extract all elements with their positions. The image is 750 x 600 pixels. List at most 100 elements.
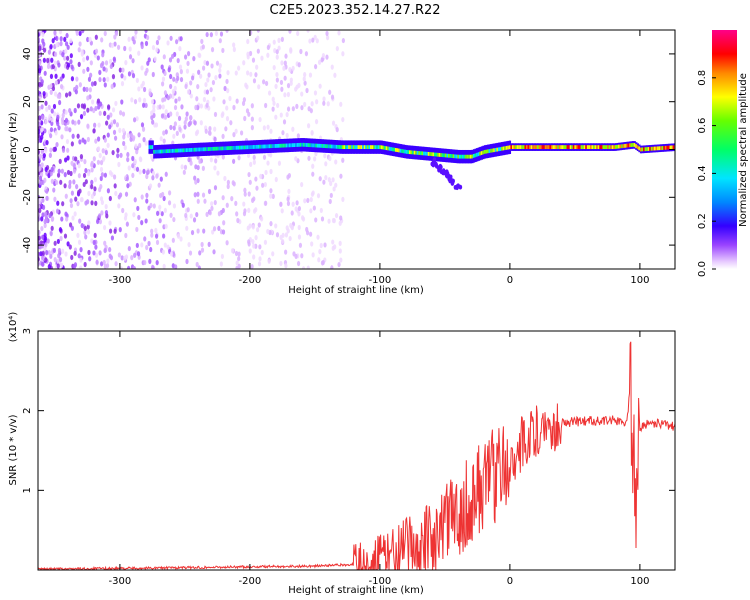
spectrogram-noise-cell bbox=[94, 200, 98, 206]
spectrogram-noise-cell bbox=[87, 76, 92, 82]
spectrogram-noise-cell bbox=[101, 60, 105, 67]
spectrogram-ridge-cell bbox=[644, 147, 647, 152]
spectrogram-ridge-cell bbox=[558, 145, 561, 150]
spectrogram-noise-cell bbox=[131, 73, 136, 79]
spectrogram-noise-cell bbox=[175, 39, 179, 45]
spectrogram-noise-cell bbox=[106, 142, 110, 148]
spectrogram-y-axis-label: Frequency (Hz) bbox=[8, 112, 19, 188]
spectrogram-noise-cell bbox=[213, 111, 218, 118]
spectrogram-noise-cell bbox=[210, 47, 215, 53]
spectrogram-ridge-cell bbox=[650, 146, 654, 151]
spectrogram-ridge-cell bbox=[544, 145, 547, 150]
spectrogram-noise-cell bbox=[56, 238, 60, 245]
spectrogram-noise-cell bbox=[49, 253, 53, 259]
spectrogram-noise-cell bbox=[196, 191, 200, 197]
spectrogram-noise-cell bbox=[198, 250, 202, 256]
spectrogram-ridge-cell bbox=[368, 145, 371, 150]
spectrogram-noise-cell bbox=[76, 103, 81, 109]
spectrogram-noise-cell bbox=[112, 129, 117, 135]
spectrogram-noise-cell bbox=[182, 169, 186, 175]
spectrogram-noise-cell bbox=[341, 37, 345, 44]
spectrogram-ridge-cell bbox=[231, 146, 234, 150]
spectrogram-noise-cell bbox=[110, 235, 115, 241]
spectrogram-noise-cell bbox=[232, 181, 236, 187]
spectrogram-noise-cell bbox=[314, 151, 318, 157]
spectrogram-ridge-cell bbox=[477, 152, 480, 157]
spectrogram-noise-cell bbox=[40, 134, 44, 140]
spectrogram-ridge-cell bbox=[610, 145, 613, 150]
spectrogram-noise-cell bbox=[175, 111, 179, 117]
spectrogram-noise-cell bbox=[271, 106, 275, 112]
spectrogram-noise-cell bbox=[96, 136, 101, 142]
spectrogram-ridge-cell bbox=[179, 148, 182, 153]
spectrogram-noise-cell bbox=[41, 234, 45, 240]
spectrogram-noise-cell bbox=[79, 257, 83, 263]
spectrogram-ridge-cell bbox=[313, 143, 317, 148]
spectrogram-noise-cell bbox=[131, 172, 135, 179]
spectrogram-ridge-cell bbox=[494, 147, 498, 152]
spectrogram-noise-cell bbox=[192, 217, 197, 223]
spectrogram-noise-cell bbox=[163, 242, 167, 248]
spectrogram-noise-cell bbox=[67, 62, 71, 68]
spectrogram-noise-cell bbox=[187, 241, 191, 248]
spectrogram-noise-cell bbox=[86, 123, 90, 129]
snr-panel: -300 -200 -100 0 100 1 2 3 Height of straight l… bbox=[8, 312, 676, 596]
colorbar-tick-label: 0.0 bbox=[697, 261, 708, 277]
spectrogram-ridge-cell bbox=[168, 149, 171, 153]
spectrogram-noise-cell bbox=[186, 89, 191, 95]
spectrogram-ridge-cell bbox=[522, 145, 526, 150]
spectrogram-ridge-cell bbox=[243, 145, 246, 150]
spectrogram-noise-cell bbox=[108, 253, 112, 259]
spectrogram-noise-cell bbox=[117, 252, 121, 258]
spectrogram-noise-cell bbox=[41, 212, 45, 218]
spectrogram-noise-cell bbox=[166, 40, 170, 46]
spectrogram-noise-cell bbox=[154, 233, 159, 239]
spectrogram-noise-cell bbox=[221, 154, 225, 160]
spectrogram-noise-cell bbox=[56, 172, 61, 178]
spectrogram-noise-cell bbox=[47, 104, 51, 110]
spectrogram-noise-cell bbox=[316, 234, 320, 240]
spectrogram-ridge-cell bbox=[370, 145, 373, 150]
spectrogram-ridge-cell bbox=[541, 145, 544, 150]
spectrogram-ridge-cell bbox=[224, 146, 228, 151]
spectrogram-noise-cell bbox=[56, 200, 60, 206]
spectrogram-ridge-cell bbox=[293, 143, 296, 148]
spectrogram-noise-cell bbox=[108, 58, 113, 65]
snr-frame bbox=[37, 330, 676, 571]
spectrogram-noise-cell bbox=[294, 156, 298, 162]
spectrogram-noise-cell bbox=[194, 104, 198, 111]
spectrogram-noise-cell bbox=[76, 133, 80, 139]
spectrogram-noise-cell bbox=[152, 104, 156, 110]
spectrogram-ridge-cell bbox=[379, 145, 382, 150]
spectrogram-noise-cell bbox=[235, 260, 239, 266]
spectrogram-noise-cell bbox=[135, 226, 139, 233]
spectrogram-ridge-cell bbox=[462, 154, 465, 159]
spectrogram-ridge-cell bbox=[524, 145, 527, 150]
spectrogram-noise-cell bbox=[264, 169, 268, 176]
spectrogram-noise-cell bbox=[83, 225, 87, 232]
spectrogram-noise-cell bbox=[185, 111, 189, 117]
spectrogram-ridge-cell bbox=[235, 145, 239, 150]
spectrogram-noise-cell bbox=[269, 188, 273, 194]
spectrogram-ridge-cell bbox=[622, 144, 625, 148]
spectrogram-noise-cell bbox=[103, 82, 107, 88]
spectrogram-noise-cell bbox=[52, 187, 56, 193]
spectrogram-ridge-cell bbox=[413, 150, 416, 155]
spectrogram-noise-cell bbox=[150, 110, 154, 116]
colorbar-gradient bbox=[712, 30, 737, 269]
spectrogram-noise-cell bbox=[247, 239, 251, 245]
spectrogram-noise-cell bbox=[105, 213, 109, 219]
spectrogram-noise-cell bbox=[232, 132, 236, 138]
spectrogram-noise-cell bbox=[330, 265, 334, 269]
spectrogram-noise-cell bbox=[199, 103, 204, 109]
spectrogram-noise-cell bbox=[225, 116, 230, 122]
spectrogram-noise-cell bbox=[243, 115, 247, 122]
spectrogram-noise-cell bbox=[223, 85, 227, 92]
spectrogram-ridge-cell bbox=[298, 142, 301, 147]
spectrogram-noise-cell bbox=[286, 174, 290, 180]
spectrogram-ridge-cell bbox=[245, 145, 248, 150]
spectrogram-noise-cell bbox=[64, 193, 68, 199]
spectrogram-noise-cell bbox=[103, 137, 107, 143]
spectrogram-noise-cell bbox=[212, 226, 217, 232]
spectrogram-noise-cell bbox=[310, 129, 314, 136]
